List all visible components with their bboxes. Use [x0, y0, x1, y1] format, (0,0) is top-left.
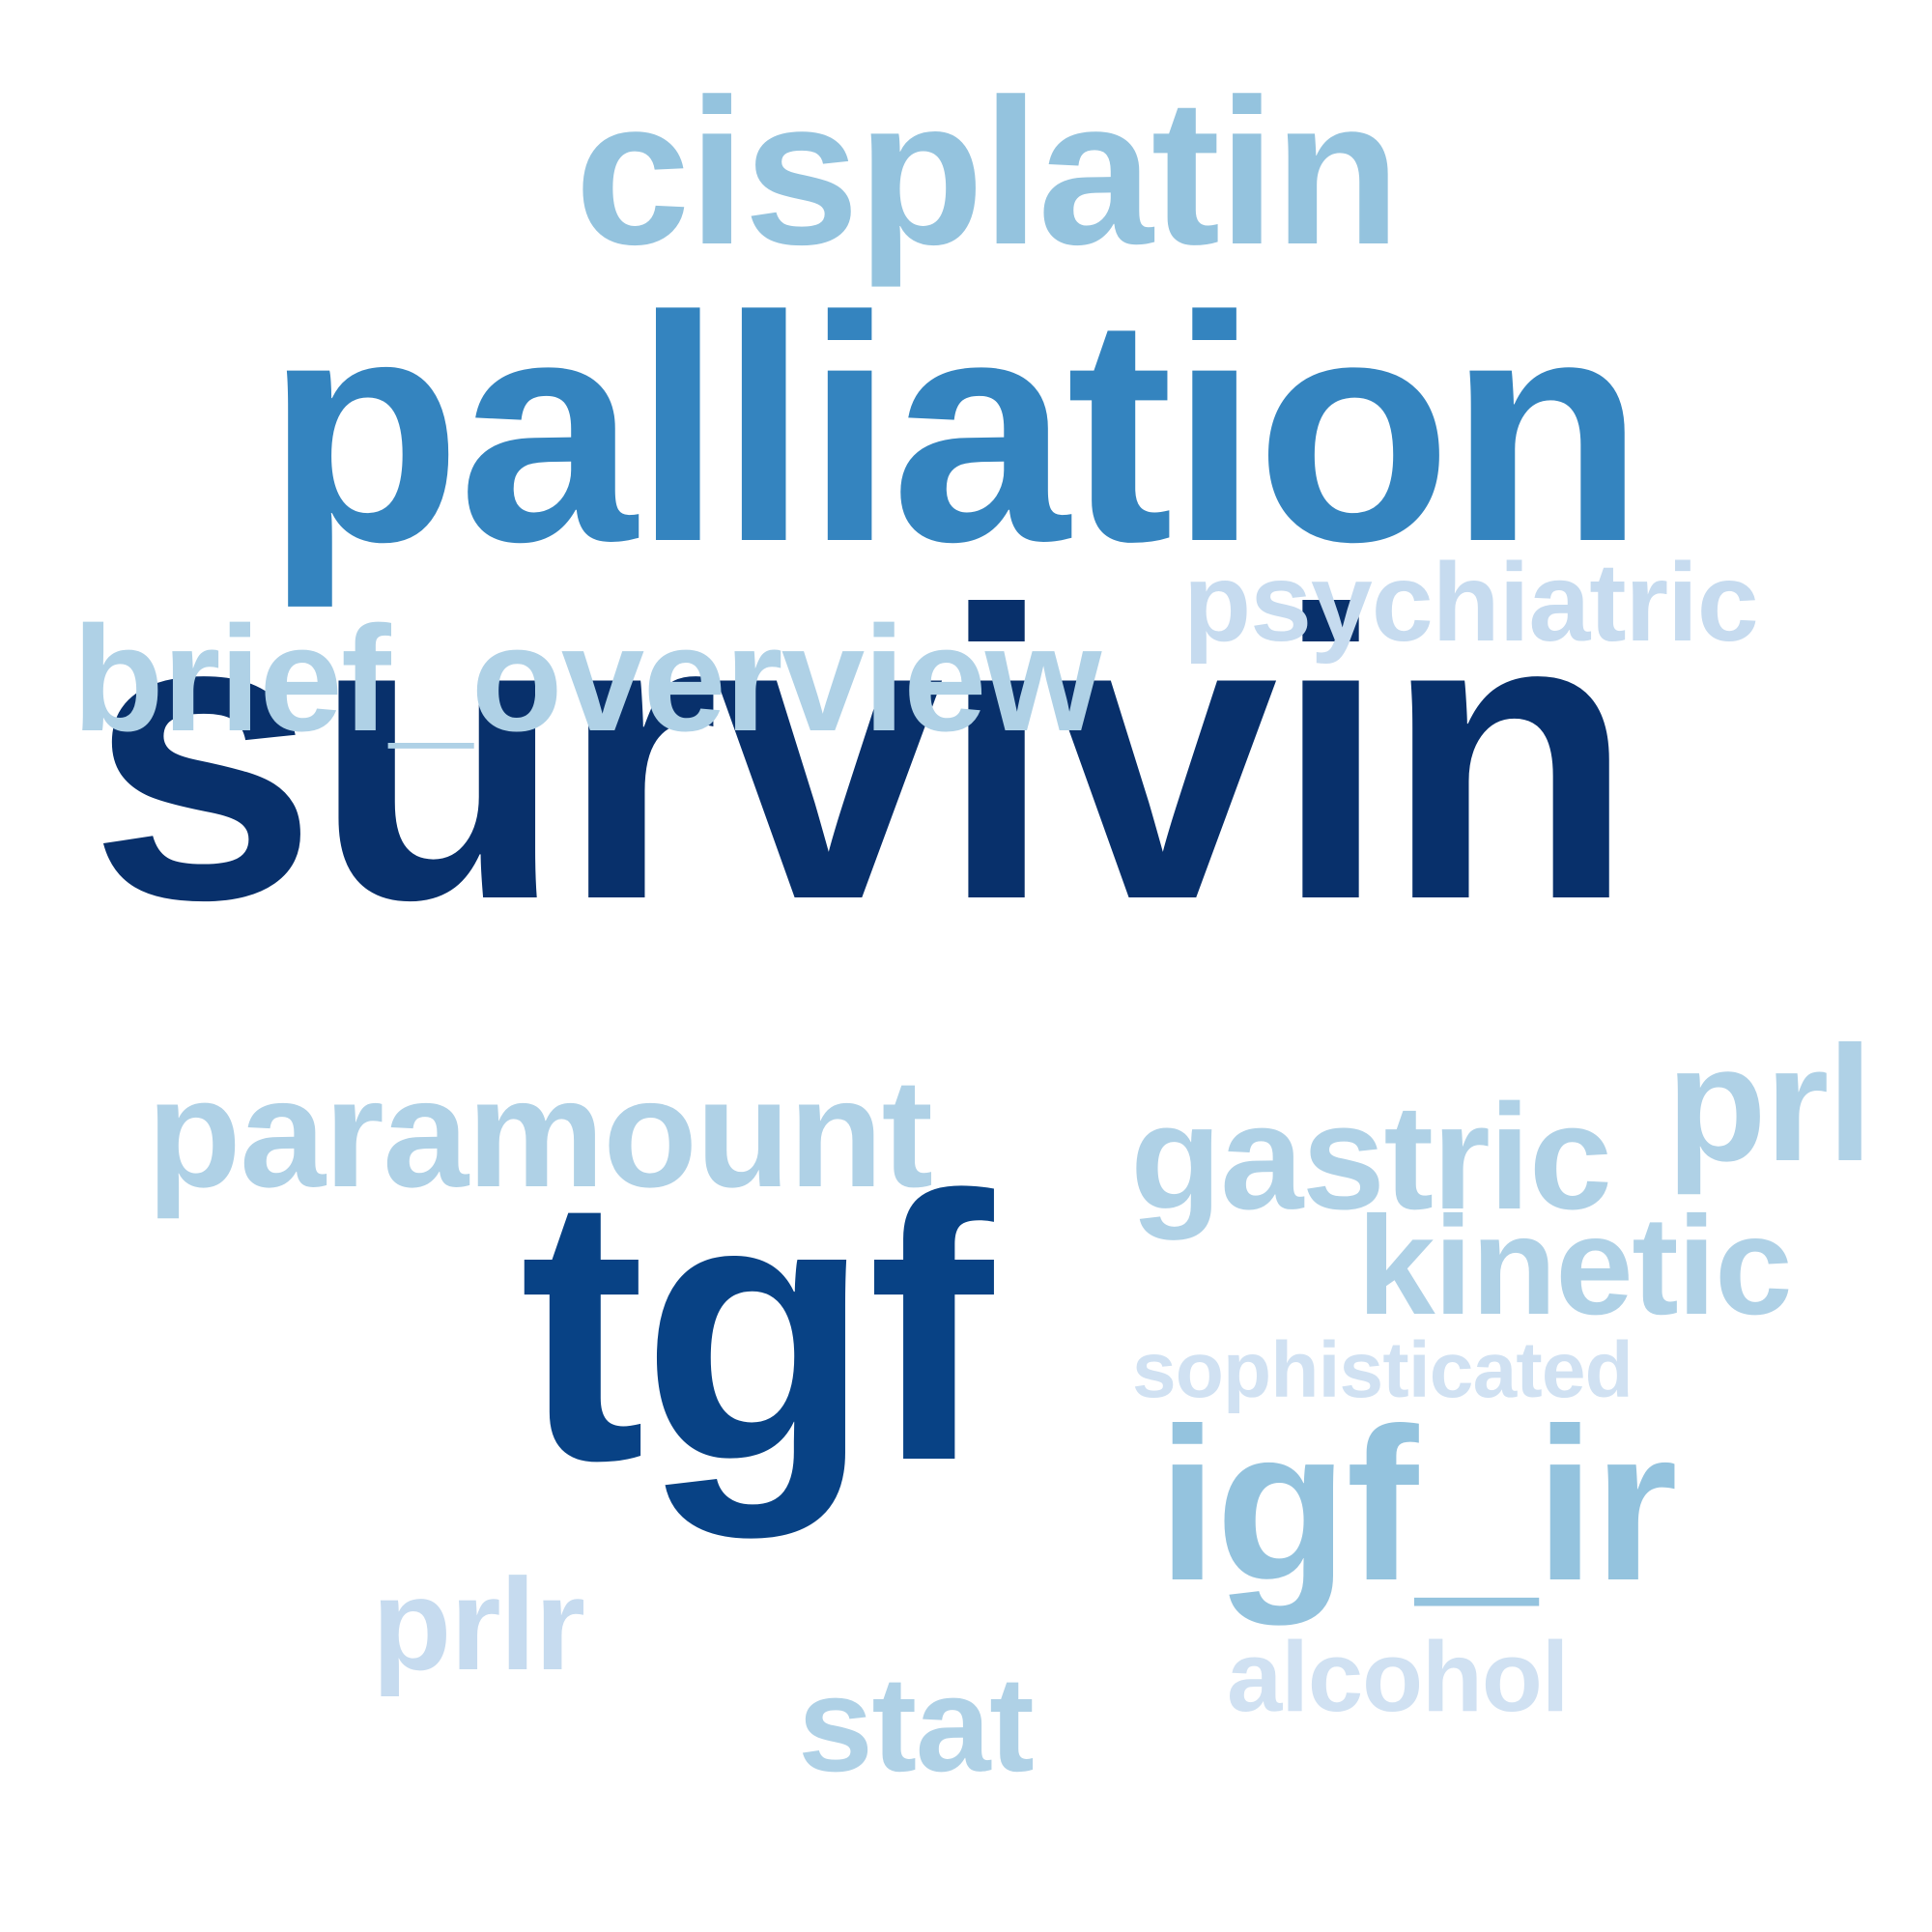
word-sophisticated: sophisticated: [1132, 1326, 1634, 1414]
word-igf-ir: igf_ir: [1157, 1382, 1678, 1626]
word-prlr: prlr: [372, 1551, 585, 1697]
word-psychiatric: psychiatric: [1183, 541, 1759, 665]
word-stat: stat: [798, 1648, 1035, 1800]
word-cisplatin: cisplatin: [575, 55, 1401, 288]
word-brief-overview: brief_overview: [72, 595, 1101, 762]
word-prl: prl: [1666, 1012, 1873, 1196]
word-alcohol: alcohol: [1227, 1621, 1569, 1732]
word-survivin: survivin: [89, 526, 1634, 985]
word-gastric: gastric: [1130, 1073, 1612, 1240]
word-kinetic: kinetic: [1357, 1187, 1793, 1344]
word-palliation: palliation: [266, 250, 1644, 609]
word-paramount: paramount: [147, 1046, 933, 1219]
word-tgf: tgf: [520, 1118, 993, 1539]
